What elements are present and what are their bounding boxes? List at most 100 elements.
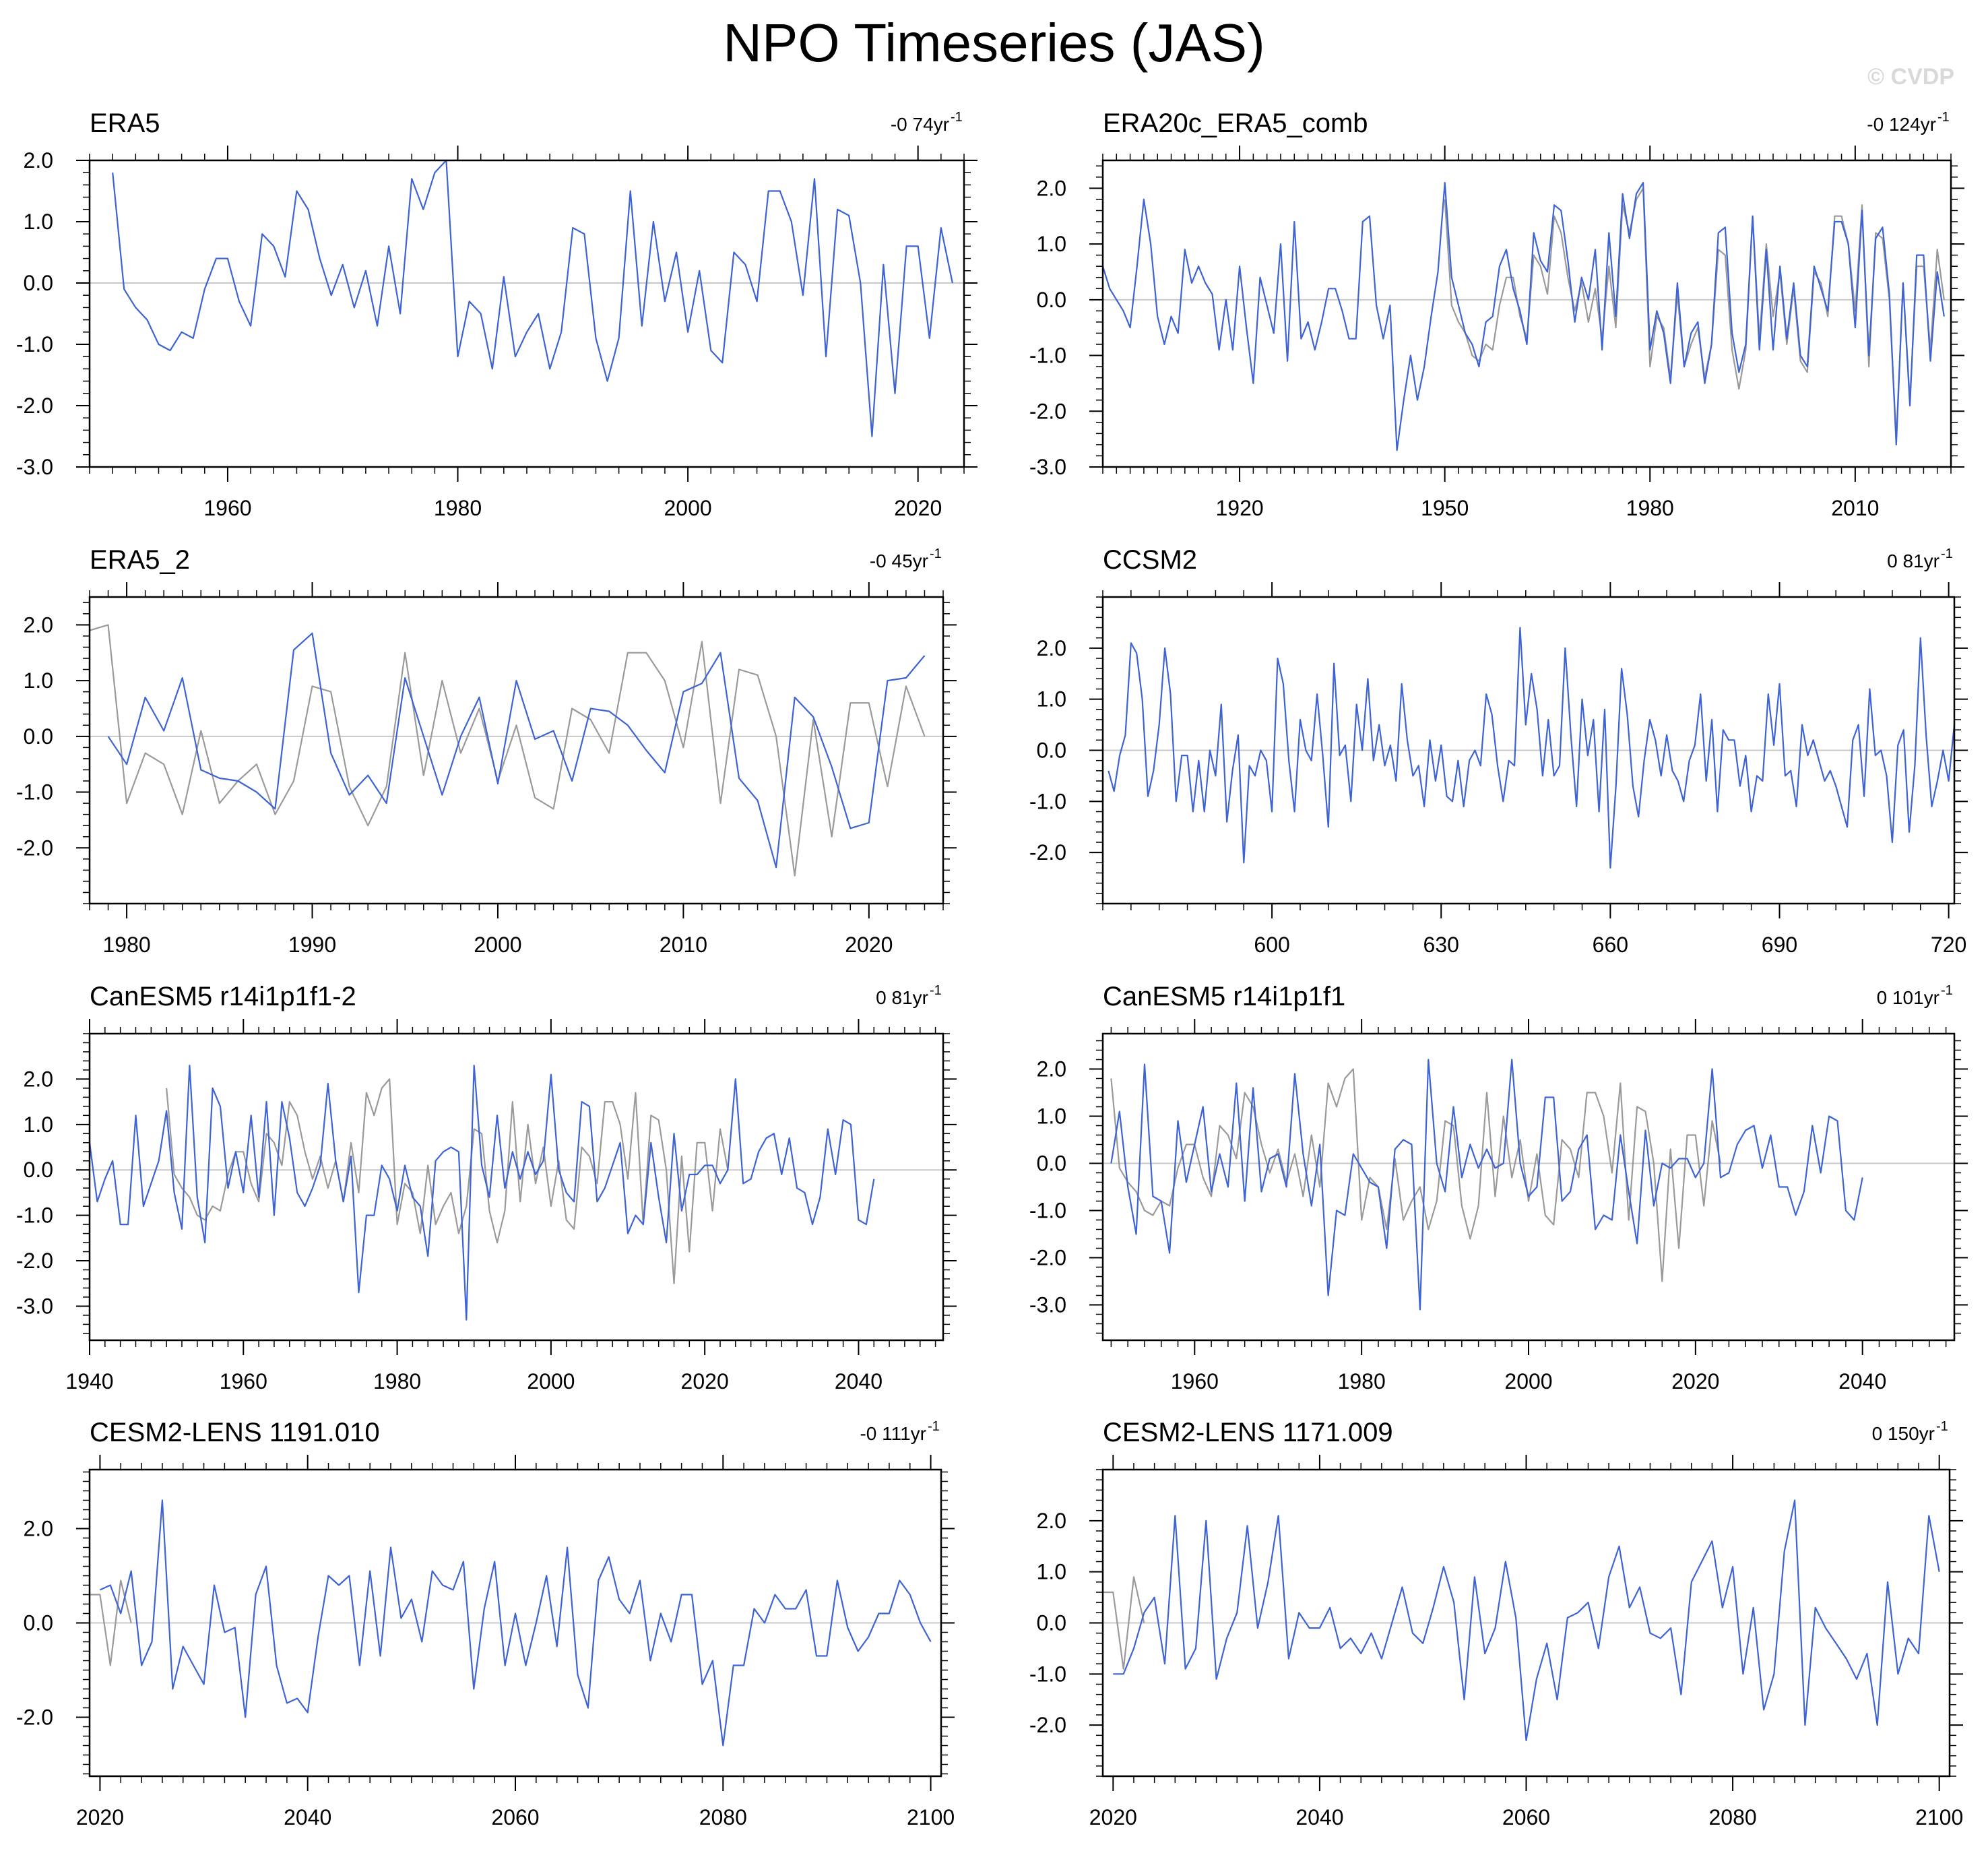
x-tick-label: 2100 (907, 1805, 955, 1829)
y-tick-label: 0.0 (1037, 288, 1066, 312)
y-tick-label: -1.0 (16, 780, 53, 805)
y-tick-label: 1.0 (1037, 687, 1066, 712)
panel-title: CanESM5 r14i1p1f1-2 (90, 982, 356, 1011)
chart-panel-7: -2.0 0.0 2.0 2020 2040 2060 2080 2100 CESM2-LENS… (16, 1418, 955, 1829)
y-tick-label: 1.0 (24, 668, 53, 693)
x-tick-label: 2020 (894, 496, 942, 520)
series-line-era5 (1110, 1068, 1722, 1282)
y-tick-label: -3.0 (16, 455, 53, 479)
x-tick-label: 2000 (527, 1369, 575, 1393)
y-tick-label: 0.0 (24, 724, 53, 749)
x-tick-label: 660 (1593, 933, 1628, 957)
trend-label: -0 45yr (870, 551, 928, 571)
y-tick-label: -1.0 (1029, 1662, 1066, 1686)
panel-title: CCSM2 (1103, 545, 1197, 575)
panel-title: ERA5_2 (90, 545, 190, 575)
chart-panel-4: -2.0 -1.0 0.0 1.0 2.0 600 630 660 690 720 CCSM2 0 8… (1029, 545, 1968, 957)
y-tick-label: 1.0 (24, 1112, 53, 1137)
trend-label: -0 111yr (860, 1423, 926, 1444)
y-tick-label: -2.0 (16, 394, 53, 418)
x-tick-label: 1950 (1421, 496, 1469, 520)
plot-frame (88, 596, 944, 905)
x-tick-label: 2100 (1915, 1805, 1963, 1829)
y-tick-label: 2.0 (1037, 1509, 1066, 1533)
page-title: NPO Timeseries (JAS) (723, 13, 1265, 73)
series-line-era5 (89, 624, 926, 877)
chart-panel-3: -2.0 -1.0 0.0 1.0 2.0 1980 1990 2000 2010 2020 ERA… (16, 545, 957, 957)
panel-title: ERA5 (90, 108, 160, 138)
x-tick-label: 2020 (76, 1805, 124, 1829)
trend-exponent: -1 (930, 983, 942, 998)
y-tick-label: 2.0 (24, 1517, 53, 1541)
trend-label: 0 81yr (876, 987, 928, 1008)
x-tick-label: 2040 (835, 1369, 883, 1393)
y-tick-label: 0.0 (24, 271, 53, 295)
panel-title: CESM2-LENS 1171.009 (1103, 1418, 1393, 1447)
x-tick-label: 1980 (1338, 1369, 1386, 1393)
x-tick-label: 1980 (434, 496, 482, 520)
trend-exponent: -1 (1941, 983, 1953, 998)
x-tick-label: 720 (1931, 933, 1966, 957)
chart-panel-2: -3.0 -2.0 -1.0 0.0 1.0 2.0 1920 1950 1980 2010 ERA… (1029, 108, 1964, 520)
y-tick-label: -1.0 (1029, 344, 1066, 368)
panel-title: ERA20c_ERA5_comb (1103, 108, 1368, 138)
trend-label: 0 101yr (1877, 987, 1939, 1008)
trend-exponent: -1 (928, 1419, 940, 1434)
trend-exponent: -1 (930, 546, 942, 561)
y-tick-label: 1.0 (1037, 1104, 1066, 1129)
series-line-era5 (90, 1579, 132, 1666)
y-tick-label: 0.0 (1037, 1611, 1066, 1635)
y-tick-label: -2.0 (16, 836, 53, 860)
x-tick-label: 2080 (1708, 1805, 1756, 1829)
x-tick-label: 1980 (373, 1369, 421, 1393)
plot-frame (88, 159, 965, 468)
x-tick-label: 1960 (203, 496, 251, 520)
x-tick-label: 1960 (220, 1369, 267, 1393)
x-tick-label: 630 (1423, 933, 1459, 957)
y-tick-label: 2.0 (24, 1067, 53, 1091)
chart-panel-5: -3.0 -2.0 -1.0 0.0 1.0 2.0 1940 1960 1980 2000 202… (16, 982, 957, 1393)
x-tick-label: 2020 (1089, 1805, 1137, 1829)
y-tick-label: -3.0 (1029, 1293, 1066, 1317)
y-tick-label: 2.0 (1037, 176, 1066, 200)
x-tick-label: 1920 (1215, 496, 1263, 520)
x-tick-label: 1960 (1171, 1369, 1219, 1393)
y-tick-label: 0.0 (24, 1158, 53, 1182)
y-tick-label: 2.0 (24, 148, 53, 172)
trend-label: 0 150yr (1872, 1423, 1935, 1444)
y-tick-label: -2.0 (1029, 399, 1066, 423)
series-line-canesm5-r14i1p1f1 (1110, 1059, 1863, 1311)
x-tick-label: 690 (1762, 933, 1797, 957)
plot-frame (88, 1032, 944, 1342)
panel-title: CanESM5 r14i1p1f1 (1103, 982, 1345, 1011)
x-tick-label: 2020 (681, 1369, 729, 1393)
x-tick-label: 2020 (845, 933, 893, 957)
chart-panel-6: -3.0 -2.0 -1.0 0.0 1.0 2.0 1960 1980 2000 2020 204… (1029, 982, 1968, 1393)
y-tick-label: -2.0 (16, 1249, 53, 1273)
trend-exponent: -1 (951, 110, 963, 125)
y-tick-label: -1.0 (16, 1203, 53, 1228)
trend-label: 0 81yr (1887, 551, 1939, 571)
x-tick-label: 2010 (1831, 496, 1879, 520)
y-tick-label: 2.0 (1037, 1057, 1066, 1081)
x-tick-label: 2080 (699, 1805, 747, 1829)
trend-exponent: -1 (1937, 110, 1950, 125)
trend-exponent: -1 (1936, 1419, 1948, 1434)
y-tick-label: 2.0 (24, 613, 53, 637)
y-tick-label: -1.0 (1029, 789, 1066, 813)
x-tick-label: 2040 (1838, 1369, 1886, 1393)
y-tick-label: 0.0 (24, 1611, 53, 1635)
x-tick-label: 1980 (1626, 496, 1674, 520)
y-tick-label: 1.0 (1037, 1560, 1066, 1584)
series-line-ccsm2 (1108, 627, 1956, 869)
series-line-era5 (1444, 187, 1945, 440)
series-line-era5-2 (107, 632, 926, 869)
trend-exponent: -1 (1941, 546, 1953, 561)
x-tick-label: 2020 (1671, 1369, 1719, 1393)
y-tick-label: 2.0 (1037, 636, 1066, 660)
x-tick-label: 1990 (288, 933, 336, 957)
y-tick-label: 0.0 (1037, 739, 1066, 763)
y-tick-label: -3.0 (1029, 455, 1066, 479)
panel-title: CESM2-LENS 1191.010 (90, 1418, 380, 1447)
